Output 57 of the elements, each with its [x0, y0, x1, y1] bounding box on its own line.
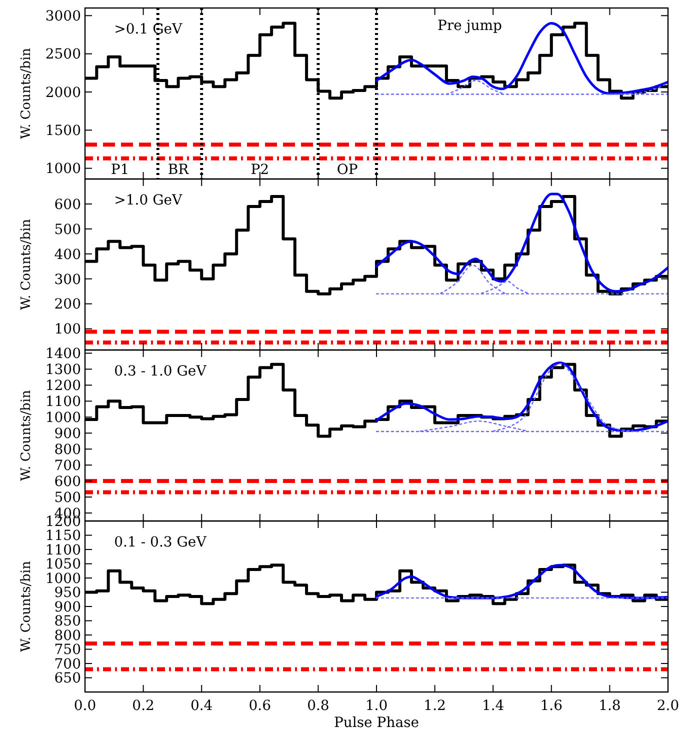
y-tick-label: 1400 [45, 346, 81, 362]
y-tick-label: 500 [54, 222, 81, 238]
x-tick-label: 1.2 [424, 698, 446, 714]
annotation: 0.1 - 0.3 GeV [114, 534, 208, 551]
annotation: P1 [110, 162, 130, 178]
y-tick-label: 200 [54, 296, 81, 313]
x-tick-label: 0.8 [307, 698, 330, 714]
y-axis-title: W. Counts/bin [19, 218, 34, 310]
y-tick-label: 950 [54, 585, 81, 602]
x-tick-label: 0.2 [132, 698, 154, 714]
y-tick-label: 1000 [45, 410, 81, 426]
y-axis-title: W. Counts/bin [19, 560, 34, 652]
y-tick-label: 100 [54, 322, 81, 338]
x-tick-label: 0.4 [190, 698, 213, 714]
y-tick-label: 850 [54, 614, 81, 630]
y-tick-label: 1000 [45, 570, 81, 587]
y-tick-label: 2000 [45, 84, 81, 101]
annotation: OP [336, 162, 358, 178]
annotation: P2 [250, 162, 270, 178]
x-tick-label: 0.6 [248, 698, 272, 714]
y-tick-label: 800 [54, 628, 81, 644]
y-tick-label: 500 [54, 490, 81, 506]
annotation: BR [168, 162, 190, 178]
x-axis-title: Pulse Phase [334, 715, 420, 731]
annotation: >0.1 GeV [114, 22, 184, 38]
y-tick-label: 700 [54, 458, 81, 474]
y-tick-label: 800 [54, 442, 81, 458]
y-tick-label: 700 [54, 656, 81, 672]
y-tick-label: 600 [54, 474, 81, 490]
y-tick-label: 1100 [45, 542, 81, 558]
x-tick-label: 2.0 [656, 698, 680, 714]
y-axis-title: W. Counts/bin [19, 389, 34, 481]
y-tick-label: 3000 [45, 8, 81, 25]
x-tick-label: 1.8 [598, 698, 621, 714]
y-axis-title: W. Counts/bin [19, 47, 34, 139]
x-tick-label: 1.4 [482, 698, 504, 714]
y-tick-label: 650 [54, 670, 81, 687]
y-tick-label: 2500 [45, 46, 81, 63]
y-tick-label: 300 [54, 272, 81, 288]
y-tick-label: 600 [54, 196, 81, 213]
y-tick-label: 900 [54, 426, 81, 442]
y-tick-label: 1000 [45, 161, 81, 178]
y-tick-label: 1200 [45, 378, 81, 394]
y-tick-label: 900 [54, 599, 81, 616]
y-tick-label: 1150 [45, 528, 81, 544]
annotation: Pre jump [438, 18, 502, 34]
y-tick-label: 1500 [45, 123, 81, 140]
y-tick-label: 400 [54, 246, 81, 263]
annotation: >1.0 GeV [114, 192, 184, 209]
x-tick-label: 1.6 [540, 698, 563, 714]
y-tick-label: 1300 [45, 362, 81, 378]
annotation: 0.3 - 1.0 GeV [114, 364, 208, 380]
y-tick-label: 750 [54, 642, 81, 658]
x-tick-label: 1.0 [365, 698, 388, 714]
y-tick-label: 1100 [45, 394, 81, 410]
x-tick-label: 0.0 [74, 698, 96, 714]
y-tick-label: 1050 [45, 556, 81, 573]
